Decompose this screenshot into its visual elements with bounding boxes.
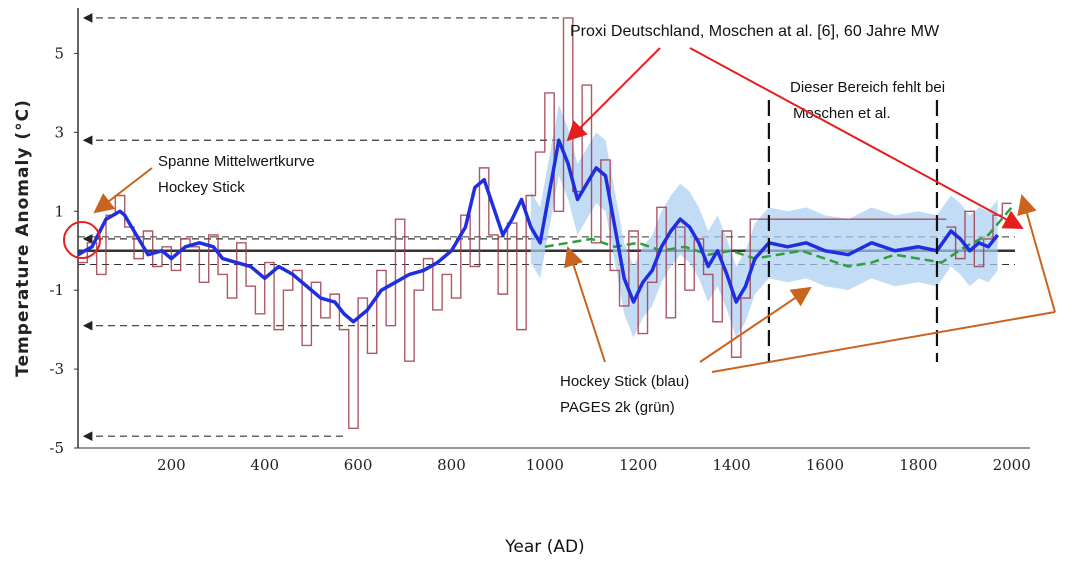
x-tick-label: 800 [437,456,466,474]
arrow-hockey-3b [1017,194,1056,313]
annotation-missing-2: Moschen et al. [793,105,891,122]
arrow-proxy-right [689,47,1024,229]
x-tick-label: 1400 [712,456,750,474]
y-tick-label: 5 [54,44,64,62]
axis-ticks: 200 400 600 800 1000 1200 1400 1600 1800 2000 5 3 1 -… [49,44,1030,474]
pages2k-line [544,206,1013,268]
arrow-hockey-3a [711,311,1056,373]
arrow-span [93,167,153,214]
annotation-hockey-2: PAGES 2k (grün) [560,399,675,416]
x-tick-label: 2000 [993,456,1031,474]
y-axis-label: Temperature Anomaly (°C) [13,99,33,377]
uncertainty-band [530,104,998,338]
y-tick-label: 3 [54,123,64,141]
annotation-span-1: Spanne Mittelwertkurve [158,153,315,170]
arrow-hockey-2 [699,286,812,363]
uncertainty-band-fill [530,104,998,338]
y-tick-label: -3 [49,360,64,378]
x-tick-label: 1800 [899,456,937,474]
x-tick-label: 1200 [619,456,657,474]
x-tick-label: 200 [157,456,186,474]
arrow-hockey-1 [564,246,606,363]
span-highlight-circle [63,221,101,259]
pages2k-series [544,206,1013,268]
annotation-proxy: Proxi Deutschland, Moschen at al. [6], 6… [570,23,940,40]
vertical-markers [767,100,939,362]
hockey-stick-series [77,138,1000,324]
y-tick-label: -1 [49,281,64,299]
annotation-hockey-1: Hockey Stick (blau) [560,373,689,390]
y-tick-label: 1 [54,202,64,220]
annotation-span-2: Hockey Stick [158,179,245,196]
annotation-missing-1: Dieser Bereich fehlt bei [790,79,945,96]
arrow-proxy-left [566,47,661,142]
x-tick-label: 400 [250,456,279,474]
x-tick-label: 1000 [526,456,564,474]
x-tick-label: 1600 [806,456,844,474]
x-axis-label: Year (AD) [504,537,584,557]
y-tick-label: -5 [49,439,64,457]
hockey-stick-line [77,138,1000,324]
x-tick-label: 600 [344,456,373,474]
